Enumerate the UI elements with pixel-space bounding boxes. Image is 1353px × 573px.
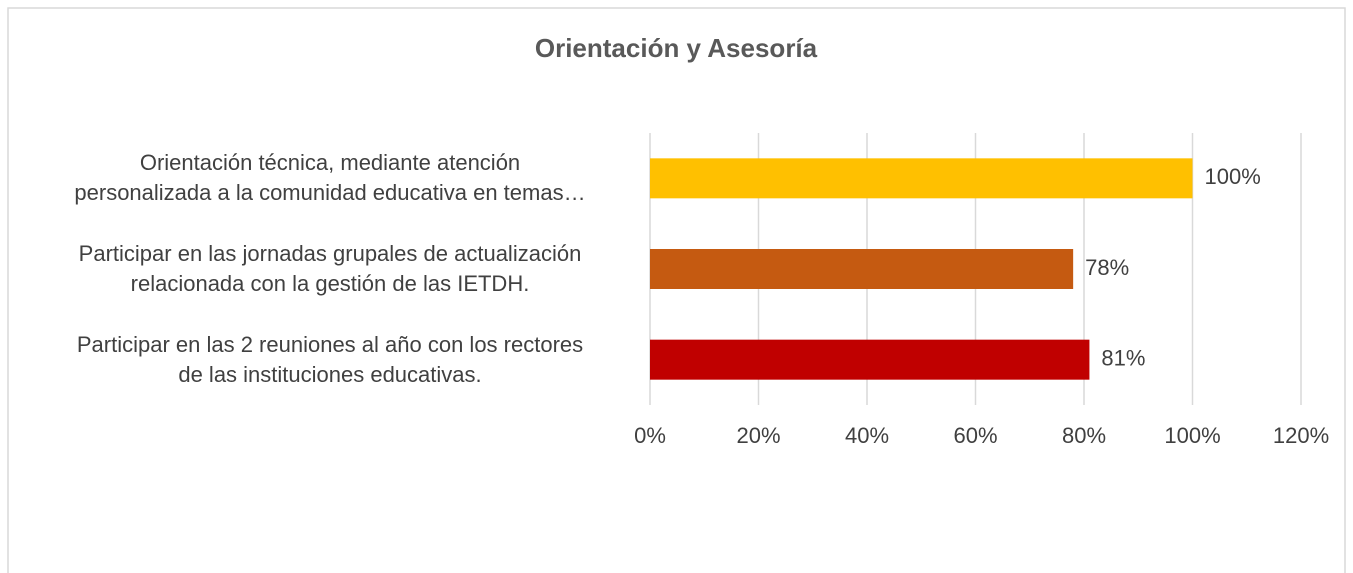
value-label: 78% — [1085, 255, 1129, 280]
y-tick-label: Participar en las 2 reuniones al año con… — [76, 331, 584, 387]
chart-border — [7, 7, 1346, 573]
x-tick-label: 0% — [634, 423, 666, 448]
y-tick-label: Participar en las jornadas grupales de a… — [78, 241, 582, 296]
value-label: 81% — [1101, 345, 1145, 370]
x-tick-label: 40% — [845, 423, 889, 448]
x-tick-label: 80% — [1062, 423, 1106, 448]
x-tick-label: 20% — [736, 423, 780, 448]
bar — [650, 158, 1193, 199]
x-tick-label: 120% — [1273, 423, 1329, 448]
value-label: 100% — [1205, 164, 1261, 189]
y-tick-label: Orientación técnica, mediante atención p… — [74, 150, 586, 206]
x-tick-label: 60% — [953, 423, 997, 448]
bar — [650, 339, 1090, 380]
chart-title: Orientación y Asesoría — [535, 33, 818, 63]
bar — [650, 249, 1074, 289]
x-tick-label: 100% — [1164, 423, 1220, 448]
